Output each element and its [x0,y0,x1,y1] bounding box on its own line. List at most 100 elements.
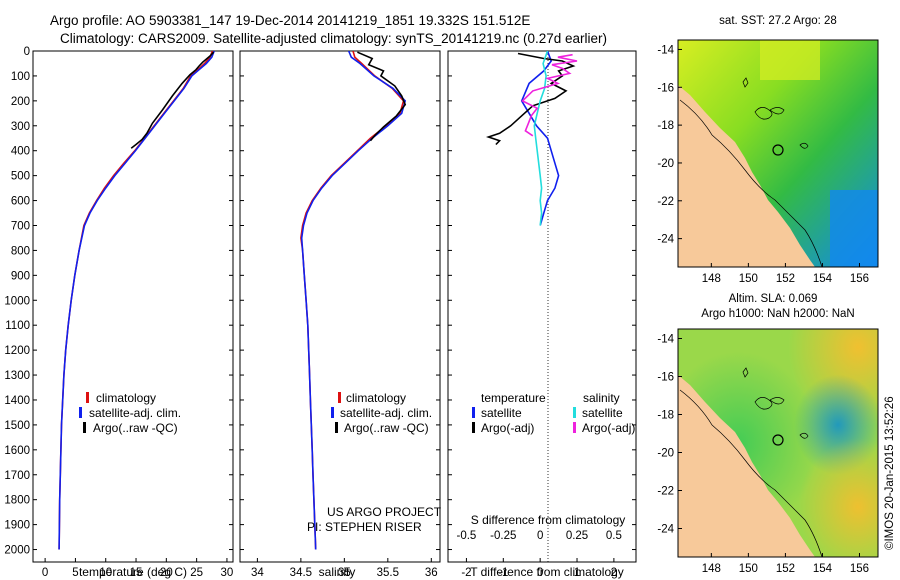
salinity-panel: 34 34.5 35 35.5 36 salinity climatology sate… [239,50,442,579]
map-x-tick-label: 150 [739,273,758,285]
temperature-series-climatology [58,51,214,550]
y-tick-label: 1900 [4,520,30,532]
depth-axis-ticks: 0 100 200 300 400 500 600 700 800 900 1000 1100 1200… [4,46,233,557]
map-y-tick-label: -22 [657,196,674,208]
y-tick-label: 1700 [4,470,30,482]
sla-reef-outline [742,367,809,439]
difference-axes-frame [447,50,637,563]
salinity-series-satellite [300,51,407,550]
map-x-tick-label: 150 [739,563,758,575]
y-tick-label: 200 [11,96,30,108]
sst-reef-outline [742,77,809,149]
temperature-series-satellite [58,51,215,550]
sst-cool-patch [830,190,878,267]
legend-swatch-s-satellite [573,407,576,418]
legend-swatch-satellite [79,407,82,418]
salinity-profile-lines [300,51,407,550]
x2-tick-label: -0.25 [490,530,516,542]
y-tick-label: 800 [11,245,30,257]
map-y-tick-label: -20 [657,448,674,460]
map-y-tick-label: -24 [657,524,674,536]
sst-map-ticks: 148 150 152 154 156 -14 -16 -18 -20 -22 -24 [657,44,869,285]
imos-credit: ©IMOS 20-Jan-2015 13:52:26 [884,396,896,550]
sst-warm-patch [760,40,820,80]
sst-map-field [678,40,878,267]
map-y-tick-label: -20 [657,158,674,170]
map-y-tick-label: -18 [657,410,674,422]
legend-swatch-satellite [331,407,334,418]
legend-title-salinity: salinity [583,391,620,405]
map-x-tick-label: 148 [702,563,721,575]
map-x-tick-label: 152 [776,563,795,575]
sst-shelf-contour [679,99,823,267]
y-tick-label: 1200 [4,345,30,357]
salinity-x-label: salinity [319,565,356,579]
y-tick-label: 1800 [4,495,30,507]
pi-annotation: PI: STEPHEN RISER [307,520,422,534]
y-tick-label: 600 [11,196,30,208]
x-tick-label: 15 [130,567,143,579]
salinity-axes-frame [239,50,441,563]
legend-swatch-t-satellite [472,407,475,418]
x-tick-label: 35 [338,567,351,579]
legend-label-argo: Argo(..raw -QC) [344,421,429,435]
sst-map-title: sat. SST: 27.2 Argo: 28 [719,15,837,27]
x-tick-label: 30 [221,567,234,579]
sst-map-frame [677,39,879,268]
difference-series-t-satellite [520,51,560,226]
legend-label-climatology: climatology [346,391,406,405]
y-tick-label: 1400 [4,395,30,407]
legend-swatch-t-argo [472,422,475,433]
legend-label-t-satellite: satellite [481,406,522,420]
map-x-tick-label: 148 [702,273,721,285]
y-tick-label: 700 [11,220,30,232]
figure-title-line1: Argo profile: AO 5903381_147 19-Dec-2014… [50,13,530,28]
x-tick-label: 2 [611,567,617,579]
legend-label-climatology: climatology [96,391,156,405]
s-difference-x-label: S difference from climatology [471,513,626,527]
x-tick-label: 0 [537,567,543,579]
sla-map-field [678,329,878,557]
difference-series-s-satellite [533,51,549,226]
y-tick-label: 0 [24,46,30,58]
map-y-tick-label: -24 [657,234,674,246]
sst-land-mass [678,85,815,267]
y-tick-label: 300 [11,121,30,133]
y-tick-label: 1300 [4,370,30,382]
temperature-x-label: temperature (deg C) [79,565,187,579]
x-tick-label: -1 [498,567,508,579]
x-tick-label: 0 [42,567,48,579]
sla-argo-location [772,434,784,446]
difference-series-s-argo [521,53,578,137]
map-y-tick-label: -16 [657,372,674,384]
legend-swatch-argo [335,422,338,433]
temperature-panel: 0100200300400500600700800900100011001200… [4,46,234,579]
t-difference-x-label: T difference from climatology [470,565,624,579]
y-tick-label: 500 [11,171,30,183]
sla-map-ticks: 148 150 152 154 156 -14 -16 -18 -20 -22 -24 [657,334,869,576]
t-difference-axis-ticks: -2 -1 0 1 2 [461,558,617,579]
y-tick-label: 900 [11,270,30,282]
legend-label-satellite: satellite-adj. clim. [89,406,181,420]
map-x-tick-label: 154 [813,273,833,285]
map-y-tick-label: -22 [657,486,674,498]
map-x-tick-label: 156 [850,273,869,285]
sla-map-title: Altim. SLA: 0.069 [729,293,818,305]
difference-panel: -2 -1 0 1 2 -0.5 -0.25 0 0.25 0.5 T difference f… [447,50,637,579]
legend-swatch-argo [83,422,86,433]
map-y-tick-label: -16 [657,82,674,94]
x-tick-label: 35.5 [377,567,399,579]
y-tick-label: 1000 [4,295,30,307]
map-y-tick-label: -18 [657,120,674,132]
salinity-depth-ticks [240,50,440,551]
x-tick-label: 1 [574,567,580,579]
project-annotation: US ARGO PROJECT [327,505,442,519]
x2-tick-label: -0.5 [457,530,477,542]
temperature-profile-lines [58,51,215,550]
map-y-tick-label: -14 [657,44,674,56]
sla-shelf-contour [679,389,823,557]
difference-legend: temperature satellite Argo(-adj) salinit… [472,391,635,435]
sst-map-panel: sat. SST: 27.2 Argo: 28 148 150 152 154 156 -… [657,15,879,285]
map-x-tick-label: 152 [776,273,795,285]
